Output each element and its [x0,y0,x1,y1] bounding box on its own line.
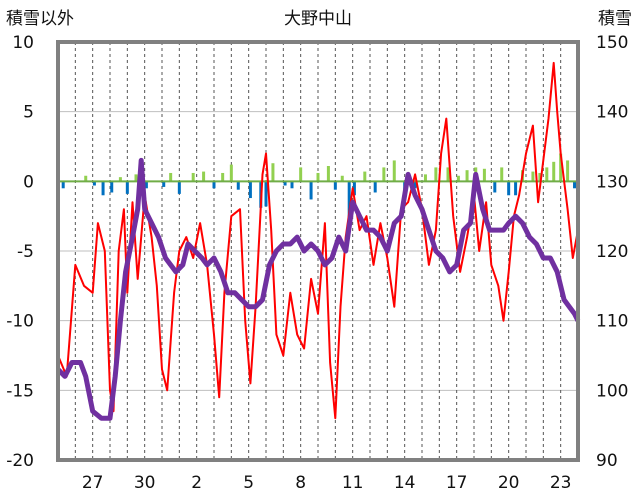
precip-bar-negative [125,181,129,194]
precip-bar-negative [177,181,181,194]
y-right-tick-label: 130 [596,172,628,192]
precip-bar-negative [290,181,294,189]
precip-bar-positive [531,171,535,182]
precip-bar-positive [500,167,504,182]
x-tick-label: 5 [243,473,254,493]
y-right-tick-label: 100 [596,381,628,401]
x-tick-label: 30 [134,473,156,493]
precip-bar-negative [110,181,114,193]
y-left-tick-label: 5 [23,103,34,123]
x-tick-label: 27 [82,473,104,493]
precip-bar-positive [118,177,122,182]
x-tick-label: 8 [295,473,306,493]
precip-bar-positive [316,172,320,182]
precip-bar-positive [84,175,88,182]
precip-bar-positive [340,175,344,182]
precipitation-bars [56,153,577,224]
precip-bar-positive [465,170,469,182]
y-right-tick-label: 110 [596,312,628,332]
snow-depth-line [56,157,581,421]
precip-bar-positive [134,174,138,182]
precip-bar-negative [264,181,268,207]
precip-bar-positive [382,167,386,182]
x-tick-label: 23 [550,473,572,493]
precip-bar-negative [92,181,96,186]
precip-bar-negative [373,181,377,193]
precip-bar-negative [144,181,148,189]
precip-bar-negative [212,181,216,189]
plot-frame [56,40,580,462]
precip-bar-negative [101,181,105,196]
y-right-tick-label: 120 [596,242,628,262]
x-tick-label: 11 [342,473,364,493]
precip-bar-positive [363,171,367,182]
precip-bar-negative [413,181,417,189]
vertical-gridlines [74,42,562,460]
precip-bar-positive [202,171,206,182]
precip-bar-negative [347,181,351,224]
chart-title: 大野中山 [284,9,352,29]
left-axis-title: 積雪以外 [6,9,74,29]
precip-bar-negative [309,181,313,200]
precip-bar-positive [392,160,396,182]
precip-bar-positive [169,172,173,182]
precip-bar-negative [493,181,497,193]
x-tick-label: 20 [498,473,520,493]
left-axis-tick-labels: 10 5 0 -5 -10 -15 -20 [6,33,34,471]
precip-bar-negative [333,181,337,190]
y-left-tick-label: 10 [12,33,34,53]
precip-bar-negative [162,181,166,187]
x-tick-label: 2 [191,473,202,493]
y-left-tick-label: -20 [6,451,34,471]
precip-bar-negative [573,181,577,189]
precip-bar-negative [352,181,356,196]
precip-bar-positive [271,163,275,182]
y-right-tick-label: 90 [596,451,618,471]
precip-bar-positive [482,168,486,182]
y-left-tick-label: -15 [6,381,34,401]
precip-bar-positive [456,175,460,182]
y-right-tick-label: 150 [596,33,628,53]
y-right-tick-label: 140 [596,103,628,123]
precip-bar-negative [61,181,65,189]
precip-bar-positive [299,167,303,182]
precip-bar-positive [191,172,195,182]
right-axis-title: 積雪 [598,9,632,29]
precip-bar-positive [552,161,556,182]
precip-bar-positive [559,153,563,182]
precip-bar-positive [221,172,225,182]
y-left-tick-label: -5 [17,242,34,262]
precip-bar-negative [283,181,287,186]
precip-bar-negative [248,181,252,199]
y-left-tick-label: -10 [6,312,34,332]
x-tick-label: 17 [446,473,468,493]
precip-bar-positive [423,174,427,182]
precip-bar-negative [514,181,518,196]
x-tick-label: 14 [394,473,416,493]
precip-bar-positive [446,167,450,182]
y-left-tick-label: 0 [23,172,34,192]
x-axis-tick-labels: 27 30 2 5 8 11 14 17 20 23 [82,473,572,493]
precip-bar-positive [434,167,438,182]
precip-bar-negative [236,181,240,190]
precip-bar-positive [229,164,233,182]
precip-bar-positive [566,160,570,182]
precip-bar-negative [507,181,511,196]
precip-bar-positive [545,167,549,182]
precip-bar-positive [538,172,542,182]
precip-bar-positive [326,166,330,182]
right-axis-tick-labels: 150 140 130 120 110 100 90 [596,33,628,471]
